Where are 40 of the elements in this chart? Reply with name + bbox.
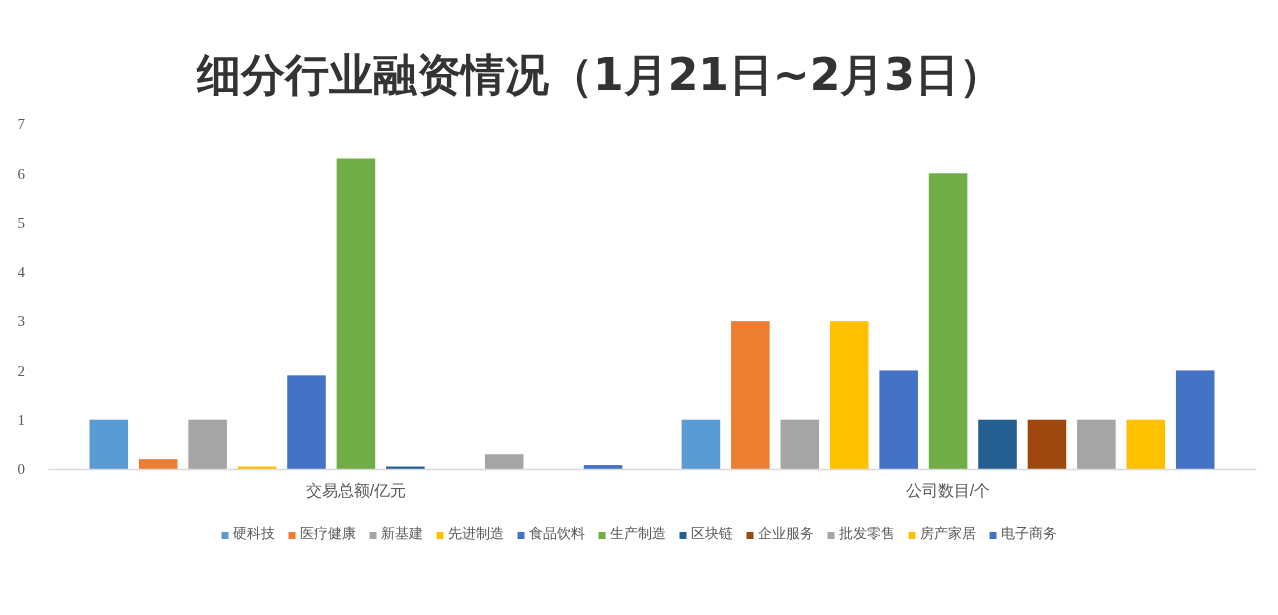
bar: [336, 158, 376, 469]
y-tick-label: 0: [17, 461, 25, 478]
legend-label: 房产家居: [919, 525, 976, 541]
legend-label: 硬科技: [232, 525, 275, 541]
bar: [928, 173, 968, 469]
x-tick-label: 公司数目/个: [905, 482, 991, 500]
legend-label: 企业服务: [757, 525, 814, 541]
chart-title: 细分行业融资情况（1月21日~2月3日）: [196, 49, 1003, 100]
y-tick-label: 2: [17, 362, 25, 379]
bar: [583, 465, 623, 469]
bar: [1126, 419, 1166, 469]
bar: [731, 321, 770, 469]
legend-label: 新基建: [380, 525, 423, 541]
bar: [188, 419, 227, 469]
bar: [1077, 419, 1116, 469]
y-tick-label: 6: [17, 165, 26, 182]
bar: [829, 321, 869, 469]
legend-label: 电子商务: [1000, 525, 1057, 541]
legend-label: 区块链: [690, 525, 733, 541]
bar: [484, 454, 524, 469]
y-tick-label: 5: [17, 214, 25, 231]
legend-label: 食品饮料: [528, 525, 585, 541]
legend-label: 生产制造: [609, 525, 666, 541]
bar: [780, 419, 820, 469]
bar: [287, 375, 326, 469]
bar: [138, 459, 178, 469]
legend-label: 先进制造: [447, 525, 504, 541]
y-tick-label: 7: [17, 116, 26, 133]
bar: [1027, 419, 1067, 469]
x-tick-label: 交易总额/亿元: [305, 482, 407, 500]
bar: [978, 419, 1017, 469]
y-tick-label: 3: [17, 313, 25, 330]
y-tick-label: 1: [17, 412, 25, 429]
bar: [1175, 370, 1215, 469]
legend-label: 医疗健康: [299, 525, 356, 541]
bar: [89, 419, 129, 469]
y-tick-label: 4: [17, 264, 26, 281]
bar: [879, 370, 918, 469]
bar: [681, 419, 721, 469]
legend-label: 批发零售: [838, 525, 895, 541]
